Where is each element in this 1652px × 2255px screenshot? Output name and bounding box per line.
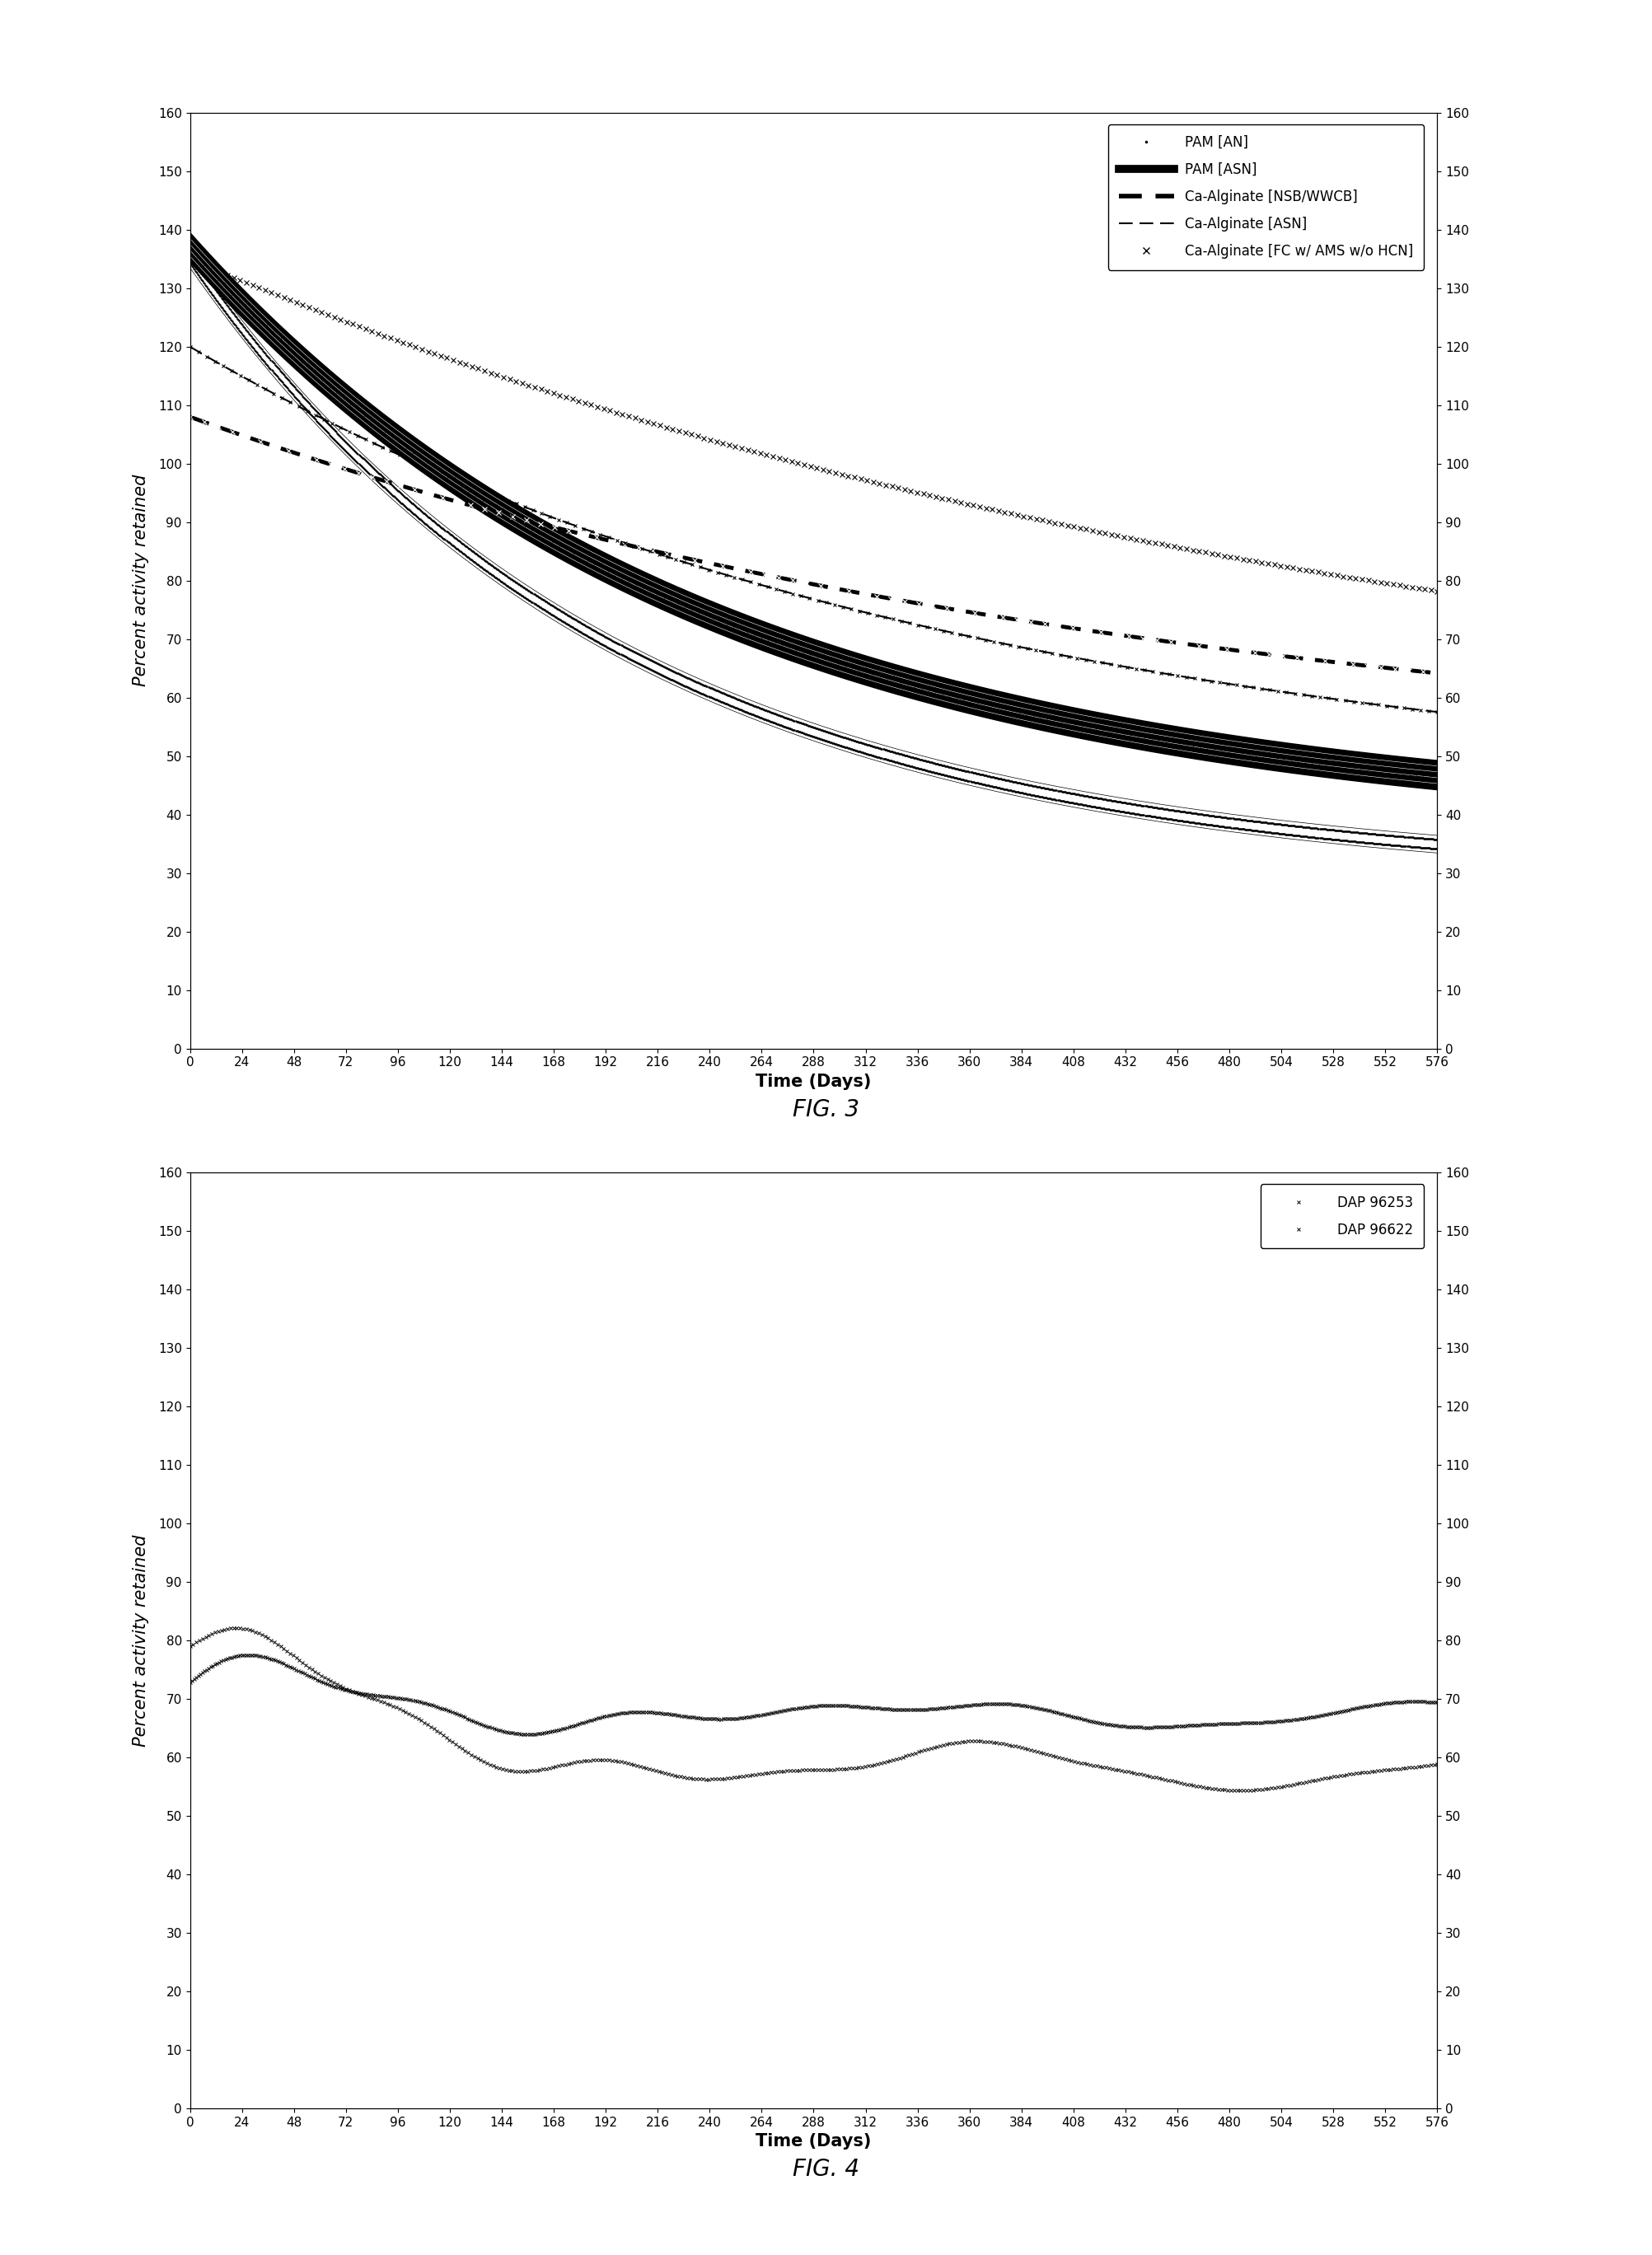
DAP 96622	[238, 1642, 258, 1669]
DAP 96253	[677, 1763, 697, 1790]
Text: FIG. 3: FIG. 3	[793, 1098, 859, 1121]
Y-axis label: Percent activity retained: Percent activity retained	[132, 474, 149, 688]
DAP 96622	[1018, 1694, 1037, 1721]
DAP 96253	[1090, 1752, 1110, 1779]
DAP 96253	[590, 1745, 610, 1772]
DAP 96622	[919, 1696, 938, 1723]
DAP 96253	[1427, 1750, 1447, 1777]
Legend: PAM [AN], PAM [ASN], Ca-Alginate [NSB/WWCB], Ca-Alginate [ASN], Ca-Alginate [FC : PAM [AN], PAM [ASN], Ca-Alginate [NSB/WW…	[1108, 124, 1424, 271]
Line: DAP 96253: DAP 96253	[188, 1626, 1439, 1793]
DAP 96253	[1084, 1752, 1104, 1779]
Y-axis label: Percent activity retained: Percent activity retained	[132, 1533, 149, 1748]
DAP 96622	[517, 1721, 537, 1748]
DAP 96622	[403, 1687, 423, 1714]
Line: DAP 96622: DAP 96622	[188, 1653, 1439, 1736]
DAP 96253	[180, 1633, 200, 1660]
DAP 96253	[226, 1615, 246, 1642]
DAP 96622	[180, 1669, 200, 1696]
Text: FIG. 4: FIG. 4	[793, 2158, 859, 2181]
DAP 96253	[1231, 1777, 1251, 1804]
DAP 96622	[1427, 1689, 1447, 1716]
X-axis label: Time (Days): Time (Days)	[755, 2133, 872, 2149]
DAP 96253	[334, 1673, 354, 1700]
DAP 96622	[1123, 1714, 1143, 1741]
Legend: DAP 96253, DAP 96622: DAP 96253, DAP 96622	[1260, 1184, 1424, 1247]
DAP 96622	[748, 1703, 768, 1730]
DAP 96253	[968, 1727, 988, 1754]
DAP 96622	[502, 1721, 522, 1748]
X-axis label: Time (Days): Time (Days)	[755, 1073, 872, 1089]
